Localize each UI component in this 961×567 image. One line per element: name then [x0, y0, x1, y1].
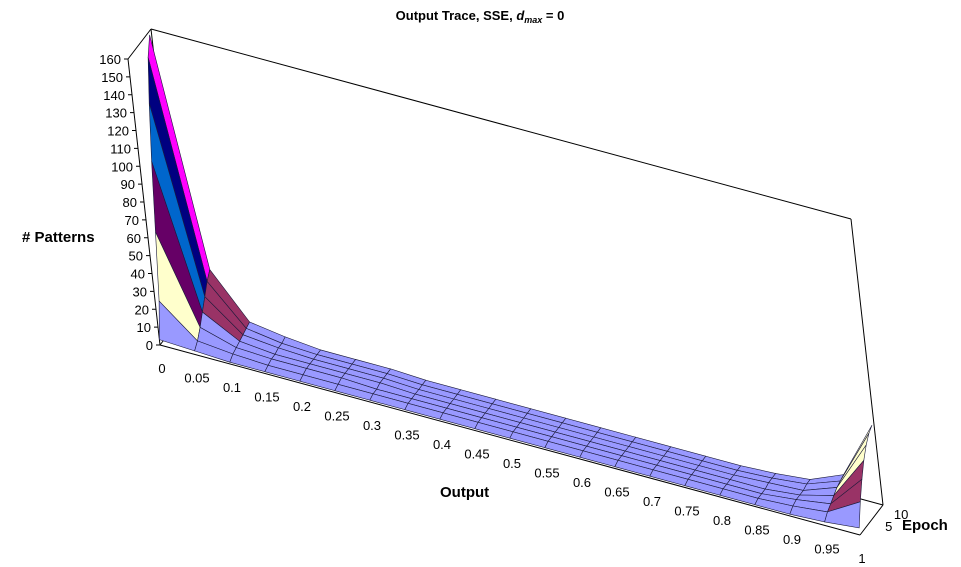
x-tick-label: 1: [858, 551, 865, 566]
surface: [147, 34, 873, 529]
z-tick-label: 110: [110, 141, 131, 156]
surface-cell: [824, 501, 861, 529]
x-tick-label: 0.55: [534, 466, 559, 481]
x-tick-label: 0.45: [464, 447, 489, 462]
x-axis-line: [159, 344, 861, 536]
frame-edge: [127, 28, 152, 60]
x-tick-label: 0.4: [433, 437, 451, 452]
z-tick-label: 100: [111, 159, 133, 174]
x-tick-label: 0.9: [783, 532, 801, 547]
y-axis-line: [859, 504, 884, 536]
z-tick-label: 40: [131, 267, 145, 282]
x-tick-label: 0.95: [814, 542, 839, 557]
z-tick-label: 50: [129, 249, 143, 264]
x-tick-label: 0.3: [363, 418, 381, 433]
z-tick-label: 140: [103, 88, 125, 103]
x-tick-label: 0.15: [254, 390, 279, 405]
x-axis-label: Output: [440, 484, 489, 501]
z-tick-label: 150: [101, 70, 123, 85]
x-tick-label: 0.7: [643, 494, 661, 509]
y-tick-label: 5: [885, 519, 892, 534]
chart-title-tail: = 0: [542, 8, 564, 23]
z-tick-label: 70: [125, 213, 139, 228]
z-tick-label: 60: [127, 231, 141, 246]
x-tick-label: 0.75: [674, 504, 699, 519]
z-tick-label: 160: [99, 52, 121, 67]
x-tick-label: 0.2: [293, 399, 311, 414]
x-tick-label: 0.65: [604, 485, 629, 500]
chart-title-sub: max: [524, 15, 543, 25]
x-tick-label: 0.35: [394, 428, 419, 443]
chart-title-var: d: [516, 8, 525, 23]
tick-labels: 0102030405060708090100110120130140150160…: [99, 52, 908, 566]
x-tick-label: 0: [158, 361, 165, 376]
z-tick-label: 20: [135, 302, 149, 317]
z-tick-label: 10: [137, 320, 151, 335]
x-tick-label: 0.25: [324, 409, 349, 424]
z-tick-label: 80: [123, 195, 137, 210]
frame-edge: [150, 28, 852, 220]
z-tick-label: 130: [105, 106, 127, 121]
z-tick-label: 0: [146, 338, 153, 353]
chart-title: Output Trace, SSE, dmax = 0: [396, 8, 565, 25]
x-tick-label: 0.85: [744, 523, 769, 538]
z-tick-label: 120: [107, 124, 129, 139]
frame-edge: [850, 218, 884, 506]
z-tick-label: 90: [121, 177, 135, 192]
y-axis-label: Epoch: [902, 517, 948, 534]
z-tick-label: 30: [133, 284, 147, 299]
x-tick-label: 0.5: [503, 456, 521, 471]
chart-title-main: Output Trace, SSE,: [396, 8, 517, 23]
x-tick-label: 0.8: [713, 513, 731, 528]
x-tick-label: 0.1: [223, 380, 241, 395]
x-tick-label: 0.05: [184, 371, 209, 386]
x-tick-label: 0.6: [573, 475, 591, 490]
z-axis-label: # Patterns: [22, 229, 95, 246]
y-tick-label: 10: [894, 507, 908, 522]
